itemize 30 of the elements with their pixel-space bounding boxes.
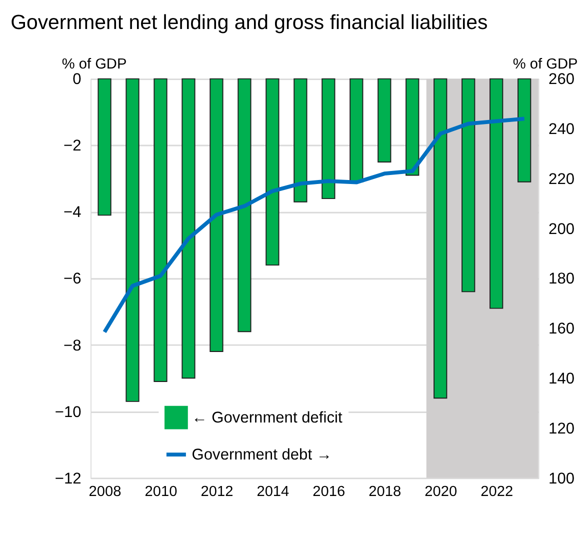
x-tick-label: 2014 <box>256 484 290 500</box>
x-tick-label: 2022 <box>480 484 514 500</box>
x-tick-label: 2008 <box>88 484 122 500</box>
y2-axis-title: % of GDP <box>512 56 578 73</box>
legend-label: ← Government deficit <box>192 409 343 426</box>
x-tick-label: 2020 <box>424 484 458 500</box>
y-tick-label: −8 <box>64 337 82 354</box>
y-tick-label: −10 <box>54 404 82 421</box>
y-tick-label: −4 <box>64 204 82 222</box>
y2-tick-label: 220 <box>548 170 575 188</box>
y2-tick-label: 100 <box>548 470 575 488</box>
y-tick-label: −12 <box>54 470 82 488</box>
y2-tick-label: 180 <box>548 270 575 288</box>
y2-tick-label: 260 <box>548 71 575 88</box>
x-tick-label: 2018 <box>368 484 402 500</box>
y-axis-title: % of GDP <box>62 56 127 73</box>
y2-tick-label: 240 <box>548 121 575 138</box>
y2-tick-label: 120 <box>548 420 575 438</box>
y-tick-label: 0 <box>72 71 82 88</box>
x-tick-label: 2010 <box>144 484 178 500</box>
x-tick-label: 2016 <box>312 484 346 500</box>
y-tick-label: −6 <box>64 270 82 288</box>
y2-tick-label: 160 <box>548 320 575 338</box>
chart-title: Government net lending and gross financial liabilities <box>10 11 488 34</box>
y2-tick-label: 200 <box>548 220 575 238</box>
line-series <box>102 116 526 334</box>
y-tick-label: −2 <box>64 138 82 155</box>
legend-label: Government debt → <box>192 446 332 464</box>
x-tick-label: 2012 <box>200 484 234 500</box>
y2-tick-label: 140 <box>548 370 575 388</box>
